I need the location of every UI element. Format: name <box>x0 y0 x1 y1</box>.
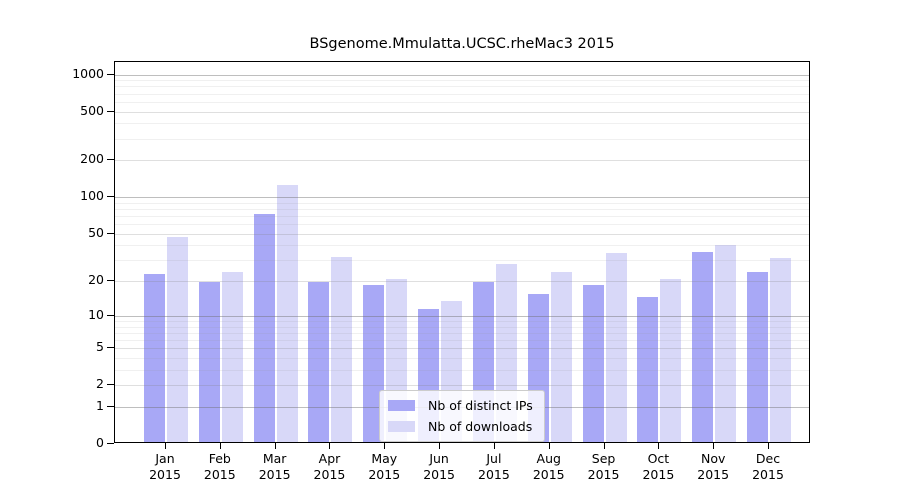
gridline-500 <box>115 111 809 113</box>
y-tick-label-0: 0 <box>96 435 104 450</box>
y-tick-mark-500 <box>107 111 114 112</box>
x-tick-label-dec: Dec 2015 <box>752 451 784 482</box>
bar-ips-nov <box>692 251 714 442</box>
y-tick-mark-100 <box>107 196 114 197</box>
bar-downloads-mar <box>276 184 298 442</box>
x-tick-label-feb: Feb 2015 <box>203 451 236 482</box>
y-tick-mark-0 <box>107 443 114 444</box>
bar-downloads-jan <box>167 237 188 442</box>
x-tick-mark-dec <box>768 443 770 449</box>
y-tick-mark-5 <box>107 347 114 348</box>
gridline-70 <box>115 216 809 217</box>
gridline-100 <box>115 197 809 199</box>
x-tick-label-jan: Jan 2015 <box>149 451 181 482</box>
x-tick-label-apr: Apr 2015 <box>313 451 346 482</box>
legend: Nb of distinct IPs Nb of downloads <box>379 390 545 442</box>
chart-title: BSgenome.Mmulatta.UCSC.rheMac3 2015 <box>309 36 615 52</box>
gridline-300 <box>115 138 809 140</box>
gridline-80 <box>115 209 809 210</box>
y-tick-label-500: 500 <box>80 102 104 118</box>
y-tick-mark-1000 <box>107 74 114 75</box>
x-tick-mark-feb <box>219 443 221 449</box>
legend-entry-downloads: Nb of downloads <box>388 419 533 434</box>
bar-downloads-sep <box>605 253 627 442</box>
bar-downloads-apr <box>331 256 353 442</box>
bar-ips-feb <box>198 281 220 442</box>
y-tick-mark-20 <box>107 280 114 281</box>
gridline-900 <box>115 80 809 82</box>
gridline-60 <box>115 224 809 226</box>
y-tick-mark-200 <box>107 159 114 160</box>
bar-downloads-dec <box>770 258 792 442</box>
gridline-600 <box>115 101 809 103</box>
y-tick-label-50: 50 <box>88 224 104 240</box>
bar-downloads-oct <box>660 279 682 442</box>
bar-ips-mar <box>253 214 275 442</box>
gridline-50 <box>115 233 809 235</box>
gridline-1000 <box>115 74 809 76</box>
y-tick-label-1000: 1000 <box>72 65 104 81</box>
gridline-700 <box>115 93 809 95</box>
x-tick-mark-aug <box>548 443 550 449</box>
x-tick-mark-jun <box>439 443 441 449</box>
legend-label-downloads: Nb of downloads <box>428 419 533 434</box>
y-tick-label-200: 200 <box>80 151 104 167</box>
bar-downloads-aug <box>550 272 572 442</box>
x-tick-mark-nov <box>713 443 715 449</box>
x-tick-label-mar: Mar 2015 <box>258 451 291 482</box>
y-tick-mark-1 <box>107 406 114 407</box>
x-tick-mark-jul <box>493 443 495 449</box>
bar-ips-sep <box>582 284 604 442</box>
bar-downloads-nov <box>715 244 737 442</box>
y-tick-mark-50 <box>107 233 114 234</box>
legend-swatch-downloads <box>388 421 415 432</box>
y-tick-label-2: 2 <box>96 376 104 392</box>
x-tick-mark-apr <box>329 443 331 449</box>
gridline-800 <box>115 86 809 88</box>
x-tick-label-oct: Oct 2015 <box>642 451 675 482</box>
x-tick-label-may: May 2015 <box>368 451 401 482</box>
legend-label-distinct-ips: Nb of distinct IPs <box>428 398 533 413</box>
y-tick-label-10: 10 <box>88 306 104 322</box>
legend-entry-distinct-ips: Nb of distinct IPs <box>388 398 533 413</box>
y-tick-label-20: 20 <box>88 272 104 288</box>
y-tick-mark-10 <box>107 315 114 316</box>
gridline-200 <box>115 160 809 162</box>
x-tick-mark-jan <box>165 443 166 449</box>
gridline-400 <box>115 123 809 125</box>
x-tick-mark-may <box>384 443 386 449</box>
x-tick-label-sep: Sep 2015 <box>587 451 620 482</box>
bar-ips-jan <box>144 274 165 442</box>
plot-area <box>114 61 810 443</box>
y-tick-mark-2 <box>107 384 114 385</box>
x-tick-mark-mar <box>274 443 276 449</box>
y-tick-label-5: 5 <box>96 339 104 355</box>
gridline-90 <box>115 202 809 204</box>
x-tick-label-jun: Jun 2015 <box>423 451 455 482</box>
x-tick-label-nov: Nov 2015 <box>697 451 730 482</box>
bar-ips-dec <box>747 272 769 442</box>
bar-ips-apr <box>308 281 330 442</box>
bar-downloads-feb <box>221 272 243 442</box>
x-tick-mark-oct <box>658 443 660 449</box>
y-tick-label-1: 1 <box>96 397 104 413</box>
legend-swatch-distinct-ips <box>388 400 415 411</box>
y-tick-label-100: 100 <box>80 188 104 204</box>
bar-ips-oct <box>637 297 659 442</box>
x-tick-label-jul: Jul 2015 <box>478 451 510 482</box>
x-tick-mark-sep <box>603 443 605 449</box>
x-tick-label-aug: Aug 2015 <box>532 451 565 482</box>
gridline-40 <box>115 245 809 247</box>
